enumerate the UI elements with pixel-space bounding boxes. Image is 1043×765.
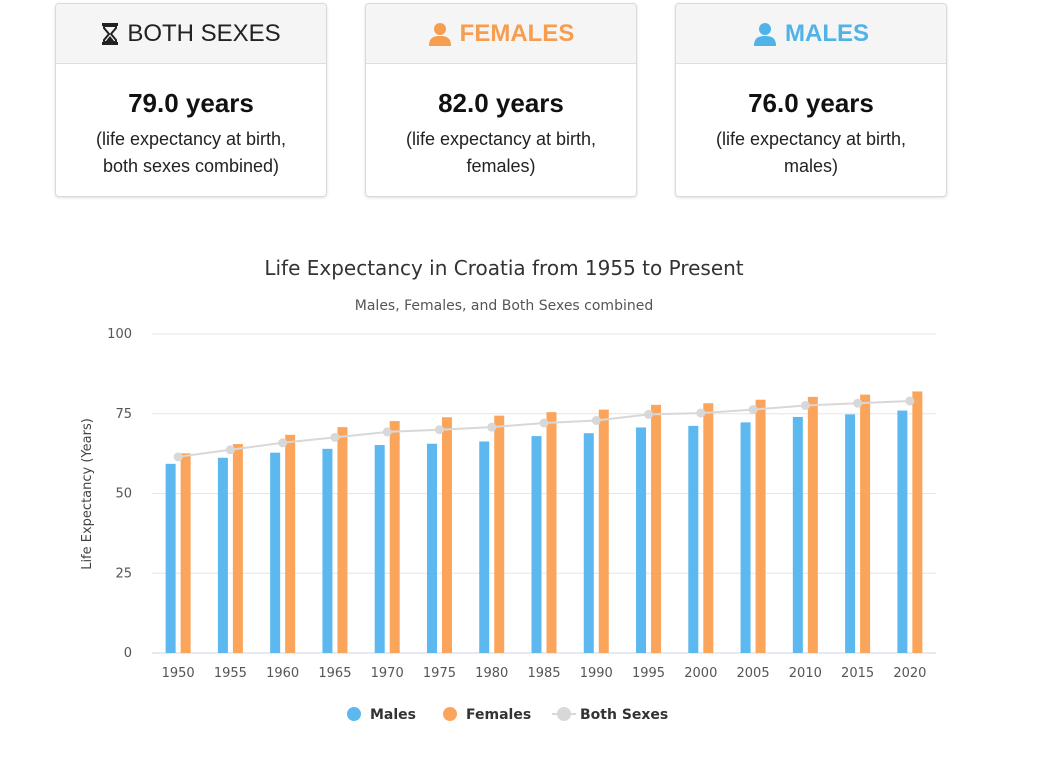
point-both-sexes: [800, 400, 810, 410]
legend-label: Males: [370, 707, 416, 723]
legend: Males Females Both Sexes: [347, 707, 668, 723]
legend-item-females[interactable]: Females: [443, 707, 531, 723]
life-expectancy-chart: Life Expectancy in Croatia from 1955 to …: [80, 256, 936, 723]
point-both-sexes: [748, 405, 758, 415]
bar-males: [897, 410, 908, 653]
y-tick-label: 100: [107, 327, 132, 342]
y-tick-label: 75: [115, 407, 132, 422]
x-tick-label: 2020: [893, 666, 926, 681]
bar-females: [389, 421, 400, 653]
hourglass-icon: [101, 22, 119, 46]
card-value: 82.0 years: [438, 88, 564, 118]
bar-females: [755, 399, 766, 653]
bar-females: [912, 391, 923, 653]
point-both-sexes: [487, 422, 497, 432]
bar-females: [494, 415, 505, 653]
bar-females: [703, 403, 714, 653]
bar-males: [479, 441, 490, 653]
x-tick-label: 2005: [737, 666, 770, 681]
card-description: (life expectancy at birth, males): [715, 129, 907, 176]
bar-males: [270, 452, 281, 653]
card-header-females: FEMALES: [366, 4, 636, 64]
chart-subtitle: Males, Females, and Both Sexes combined: [355, 298, 653, 314]
card-title: BOTH SEXES: [127, 19, 281, 47]
x-tick-label: 1985: [527, 666, 560, 681]
bar-males: [322, 448, 333, 653]
bar-males: [740, 422, 751, 653]
bar-females: [598, 409, 609, 653]
bar-males: [426, 443, 437, 653]
bar-females: [546, 412, 557, 653]
x-tick-label: 2015: [841, 666, 874, 681]
card-title: FEMALES: [459, 19, 575, 47]
card-header-males: MALES: [676, 4, 946, 64]
card-description: (life expectancy at birth, both sexes co…: [95, 129, 287, 176]
bar-males: [792, 416, 803, 653]
card-females: FEMALES 82.0 years (life expectancy at b…: [365, 3, 637, 197]
x-tick-label: 1960: [266, 666, 299, 681]
bar-males: [165, 463, 176, 653]
point-both-sexes: [434, 425, 444, 435]
point-both-sexes: [330, 432, 340, 442]
card-header-both-sexes: BOTH SEXES: [56, 4, 326, 64]
bar-males: [531, 436, 542, 653]
bar-females: [441, 417, 452, 653]
card-description: (life expectancy at birth, females): [405, 129, 597, 176]
bar-males: [374, 445, 385, 653]
y-tick-label: 50: [115, 487, 132, 502]
x-tick-label: 1965: [318, 666, 351, 681]
user-icon: [428, 22, 452, 46]
legend-label: Both Sexes: [580, 707, 668, 723]
user-icon: [753, 22, 777, 46]
legend-symbol: [443, 707, 457, 721]
bar-males: [217, 457, 228, 653]
bar-males: [845, 414, 856, 653]
bar-males: [688, 425, 699, 653]
legend-item-both-sexes[interactable]: Both Sexes: [552, 707, 668, 723]
bar-females: [180, 453, 191, 653]
bar-females: [337, 427, 348, 653]
bar-males: [636, 427, 647, 653]
x-tick-label: 2010: [789, 666, 822, 681]
x-tick-label: 1970: [371, 666, 404, 681]
point-both-sexes: [905, 396, 915, 406]
point-both-sexes: [853, 398, 863, 408]
legend-item-males[interactable]: Males: [347, 707, 416, 723]
point-both-sexes: [382, 427, 392, 437]
x-tick-label: 1980: [475, 666, 508, 681]
x-tick-label: 1950: [162, 666, 195, 681]
x-tick-label: 1990: [580, 666, 613, 681]
x-tick-label: 1975: [423, 666, 456, 681]
card-both-sexes: BOTH SEXES 79.0 years (life expectancy a…: [55, 3, 327, 197]
point-both-sexes: [225, 445, 235, 455]
bar-males: [583, 433, 594, 653]
point-both-sexes: [696, 408, 706, 418]
card-value: 76.0 years: [748, 88, 874, 118]
bar-females: [285, 434, 296, 653]
plot-area: 0 25 50 75 100 1950 1955 1960 1965 1970 1975 1980 19…: [107, 327, 936, 681]
point-both-sexes: [278, 438, 288, 448]
legend-symbol: [557, 707, 571, 721]
y-tick-label: 0: [124, 646, 132, 661]
point-both-sexes: [644, 409, 654, 419]
x-tick-label: 1995: [632, 666, 665, 681]
card-males: MALES 76.0 years (life expectancy at bir…: [675, 3, 947, 197]
bar-females: [807, 396, 818, 653]
bar-females: [651, 404, 662, 653]
x-tick-label: 2000: [684, 666, 717, 681]
bar-females: [860, 394, 871, 653]
y-axis-label: Life Expectancy (Years): [80, 418, 95, 570]
point-both-sexes: [173, 452, 183, 462]
point-both-sexes: [591, 415, 601, 425]
card-title: MALES: [785, 19, 869, 47]
chart-title: Life Expectancy in Croatia from 1955 to …: [264, 256, 743, 280]
legend-label: Females: [466, 707, 531, 723]
x-tick-label: 1955: [214, 666, 247, 681]
point-both-sexes: [539, 418, 549, 428]
bar-females: [232, 444, 243, 653]
y-tick-label: 25: [115, 566, 132, 581]
legend-symbol: [347, 707, 361, 721]
card-value: 79.0 years: [128, 88, 254, 118]
